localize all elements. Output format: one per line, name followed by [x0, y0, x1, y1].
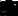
Legend: 1000, 950, 900, 850, 800, 750, 700, 650, 600, 550, 500: 1000, 950, 900, 850, 800, 750, 700, 650,… [0, 12, 7, 16]
Y-axis label: Kv: Kv [0, 0, 17, 8]
